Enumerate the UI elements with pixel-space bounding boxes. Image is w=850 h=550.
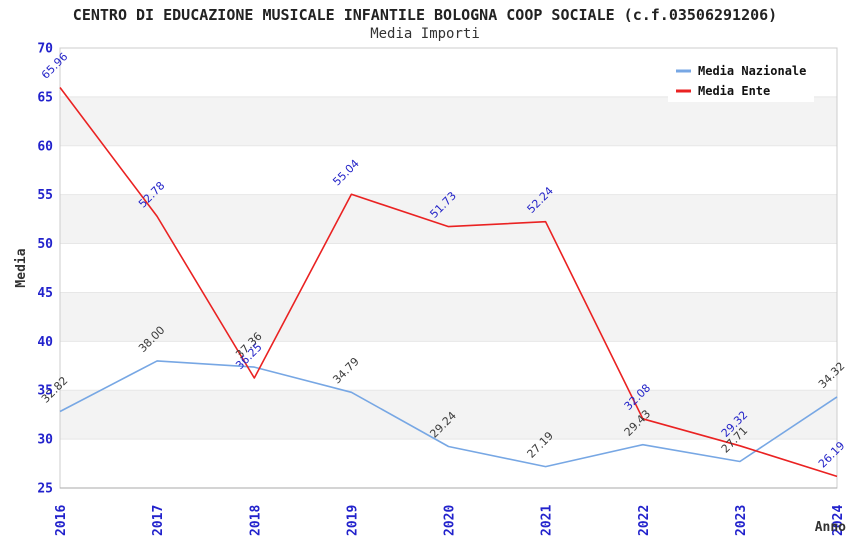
y-axis-tick-label: 35 — [37, 384, 53, 399]
y-axis-tick-label: 70 — [37, 42, 53, 57]
data-label: 55.04 — [330, 157, 361, 188]
x-axis-tick-label: 2019 — [345, 505, 360, 536]
y-axis-tick-label: 40 — [37, 335, 53, 350]
x-axis-title: Anno — [815, 520, 846, 535]
data-label: 34.32 — [816, 360, 847, 391]
x-axis-tick-label: 2017 — [151, 505, 166, 536]
y-axis-tick-label: 55 — [37, 188, 53, 203]
x-axis-tick-label: 2022 — [637, 505, 652, 536]
x-axis-tick-label: 2018 — [248, 505, 263, 536]
y-axis-tick-label: 25 — [37, 482, 53, 497]
y-axis-title: Media — [14, 248, 29, 287]
y-axis-tick-label: 45 — [37, 286, 53, 301]
data-label: 34.79 — [330, 355, 361, 386]
x-axis-tick-label: 2023 — [734, 505, 749, 536]
chart-title: CENTRO DI EDUCAZIONE MUSICALE INFANTILE … — [72, 6, 778, 24]
grid-band — [60, 96, 837, 146]
x-axis-tick-label: 2020 — [443, 505, 458, 536]
y-axis-tick-label: 60 — [37, 139, 53, 154]
grid-band — [60, 194, 837, 244]
series-line — [59, 360, 838, 468]
chart-subtitle: Media Importi — [370, 26, 480, 42]
series-line — [59, 87, 838, 478]
legend-entry-label: Media Nazionale — [698, 64, 806, 78]
legend-box — [668, 57, 814, 102]
x-axis-tick-label: 2024 — [831, 505, 846, 536]
data-label: 26.19 — [816, 439, 847, 470]
grid-band — [60, 390, 837, 440]
legend-entry-label: Media Ente — [698, 84, 770, 98]
grid-band — [60, 292, 837, 342]
x-axis-tick-label: 2021 — [540, 505, 555, 536]
y-axis-tick-label: 65 — [37, 90, 53, 105]
x-axis-tick-label: 2016 — [54, 505, 69, 536]
y-axis-tick-label: 50 — [37, 237, 53, 252]
y-axis-tick-label: 30 — [37, 433, 53, 448]
